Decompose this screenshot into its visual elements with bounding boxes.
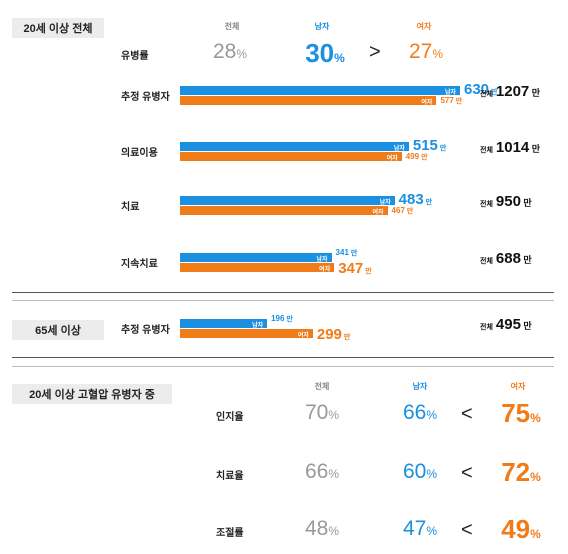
bar-male	[180, 253, 332, 262]
prevalence-male: 30%	[305, 38, 345, 68]
bar-female-label: 여자	[297, 333, 309, 339]
rate-total: 66%	[304, 460, 340, 483]
rate-header-total: 전체	[314, 382, 330, 391]
section-tag-hypertensive: 20세 이상 고혈압 유병자 중	[12, 384, 172, 404]
total-value: 전체 1014 만	[480, 139, 541, 156]
rate-header-male: 남자	[412, 382, 428, 391]
bar-female-label: 여자	[319, 267, 331, 273]
value-female: 347 만	[338, 260, 372, 277]
header-female: 여자	[416, 22, 432, 31]
prevalence-total: 28%	[212, 40, 248, 63]
divider-2	[12, 357, 554, 358]
rate-header-female: 여자	[510, 382, 526, 391]
bar-male-label: 남자	[379, 200, 391, 206]
bar-female	[180, 329, 313, 338]
rate-compare: <	[461, 403, 473, 425]
rate-male: 47%	[402, 517, 438, 540]
divider-2b	[12, 366, 554, 367]
prevalence-compare: >	[369, 41, 381, 63]
rate-female: 72%	[501, 457, 541, 487]
value-male: 483 만	[398, 191, 433, 208]
prevalence-female: 27%	[408, 40, 444, 63]
header-male: 남자	[314, 22, 330, 31]
bar-female	[180, 206, 388, 215]
rate-compare: <	[461, 519, 473, 541]
rate-label: 조절률	[216, 528, 244, 539]
prevalence-label: 유병률	[121, 51, 149, 62]
rate-female: 49%	[501, 514, 541, 544]
value-female: 577 만	[440, 96, 463, 105]
rate-label: 치료율	[216, 471, 244, 482]
total-value: 전체 495 만	[480, 316, 532, 333]
section-tag-seniors: 65세 이상	[12, 320, 104, 340]
total-value: 전체 1207 만	[480, 83, 541, 100]
bar-female-label: 여자	[421, 100, 433, 106]
bar-male	[180, 196, 395, 205]
value-female: 299 만	[316, 326, 351, 343]
value-male: 630 만	[464, 81, 498, 98]
rate-total: 48%	[304, 517, 340, 540]
bar-female	[180, 263, 335, 272]
category-label: 지속치료	[121, 259, 158, 270]
bar-male	[180, 142, 409, 151]
rate-total: 70%	[304, 401, 340, 424]
value-male: 341 만	[335, 248, 358, 257]
bar-male	[180, 86, 460, 95]
bar-male-label: 남자	[252, 323, 264, 329]
category-label: 추정 유병자	[121, 92, 170, 103]
rate-label: 인지율	[216, 412, 244, 423]
category-label: 의료이용	[121, 148, 158, 159]
section-tag-adults: 20세 이상 전체	[12, 18, 104, 38]
bar-female-label: 여자	[386, 156, 398, 162]
rate-male: 60%	[402, 460, 438, 483]
rate-compare: <	[461, 462, 473, 484]
value-male: 196 만	[271, 314, 293, 323]
value-female: 467 만	[391, 206, 414, 215]
bar-male	[180, 319, 268, 328]
total-value: 전체 688 만	[480, 250, 532, 267]
divider-1	[12, 292, 554, 293]
value-male: 515 만	[412, 137, 447, 154]
header-total: 전체	[224, 22, 240, 31]
category-label: 치료	[121, 202, 140, 213]
bar-male-label: 남자	[444, 90, 456, 96]
category-label: 추정 유병자	[121, 325, 170, 336]
bar-female-label: 여자	[372, 210, 384, 216]
divider-1b	[12, 300, 554, 301]
rate-male: 66%	[402, 401, 438, 424]
bar-female	[180, 96, 437, 105]
bar-male-label: 남자	[316, 257, 328, 263]
rate-female: 75%	[501, 398, 541, 428]
bar-female	[180, 152, 402, 161]
value-female: 499 만	[405, 152, 428, 161]
total-value: 전체 950 만	[480, 193, 532, 210]
bar-male-label: 남자	[393, 146, 405, 152]
